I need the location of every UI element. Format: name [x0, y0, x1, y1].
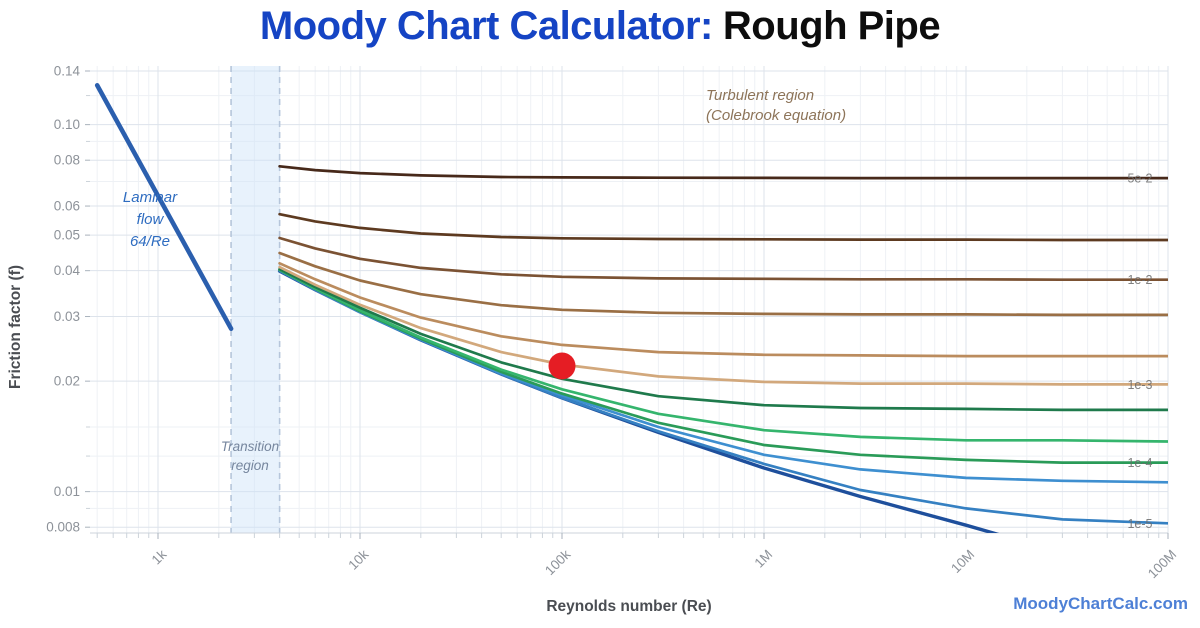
laminar-label-line3: 64/Re [129, 233, 171, 250]
curve-label-rel-roughness-1e-4: 1e-4 [1127, 456, 1152, 470]
x-tick-label-group: 100k [542, 547, 573, 578]
y-tick-label: 0.02 [54, 374, 80, 389]
x-tick-label: 10M [948, 547, 977, 576]
y-axis-title: Friction factor (f) [7, 265, 24, 389]
curve-rel-roughness-5e-2 [278, 164, 1168, 180]
turbulent-label-line1: Turbulent region [706, 87, 815, 104]
x-axis-title: Reynolds number (Re) [546, 598, 712, 615]
laminar-label-line1: Laminar [122, 189, 178, 206]
laminar-region-label: Laminar flow 64/Re [104, 187, 196, 253]
operating-point-marker [548, 352, 576, 380]
x-tick-label: 1k [149, 547, 170, 568]
curve-rel-roughness-2e-4 [278, 268, 1168, 443]
y-tick-label: 0.01 [54, 484, 80, 499]
curve-label-rel-roughness-1e-2: 1e-2 [1127, 273, 1152, 287]
page-title-prefix: Moody Chart Calculator: [259, 4, 713, 48]
x-tick-label-group: 1M [751, 547, 775, 571]
x-tick-label-group: 1k [149, 547, 170, 568]
axis-ticks [85, 70, 1169, 539]
y-tick-label: 0.05 [54, 228, 80, 243]
y-tick-label: 0.04 [54, 263, 81, 278]
x-tick-label: 100M [1145, 547, 1179, 581]
laminar-label-line2: flow [136, 211, 164, 228]
turbulent-label-line2: (Colebrook equation) [706, 107, 847, 124]
transition-region-label: Transition region [204, 437, 296, 475]
curve-rel-roughness-1e-3 [278, 265, 1168, 386]
y-tick-label: 0.008 [46, 520, 80, 535]
curves [277, 164, 1168, 533]
curve-rel-roughness-1e-5 [278, 269, 1168, 525]
curve-laminar-64-over-Re [94, 83, 234, 331]
curve-rel-roughness-2e-2 [278, 212, 1168, 242]
x-tick-label: 1M [751, 547, 775, 571]
x-tick-label-group: 100M [1145, 547, 1179, 581]
y-tick-label: 0.03 [54, 309, 80, 324]
page-title-suffix: Rough Pipe [722, 4, 941, 48]
y-tick-label: 0.14 [54, 64, 81, 79]
curve-label-rel-roughness-5e-2: 5e-2 [1127, 172, 1152, 186]
y-tick-label: 0.08 [54, 153, 80, 168]
curve-rel-roughness-5e-3 [278, 251, 1168, 317]
y-tick-label: 0.10 [54, 117, 80, 132]
y-tick-label: 0.06 [54, 199, 80, 214]
curve-rel-roughness-2e-3 [278, 261, 1168, 358]
x-tick-label-group: 10k [345, 547, 371, 573]
curve-rel-roughness-5e-4 [278, 267, 1168, 412]
curve-label-rel-roughness-1e-3: 1e-3 [1127, 378, 1152, 392]
watermark-link[interactable]: MoodyChartCalc.com [1013, 594, 1188, 613]
turbulent-region-label: Turbulent region (Colebrook equation) [706, 86, 846, 126]
x-tick-label: 10k [345, 547, 371, 573]
transition-label-line2: region [231, 458, 269, 473]
page-title: Moody Chart Calculator: Rough Pipe [0, 4, 1200, 49]
curve-rel-roughness-1e-4 [278, 268, 1168, 464]
transition-band [231, 66, 280, 533]
curve-label-rel-roughness-1e-5: 1e-5 [1127, 517, 1152, 531]
x-tick-label-group: 10M [948, 547, 977, 576]
x-tick-label: 100k [542, 547, 573, 578]
curve-rel-roughness-1e-2 [278, 236, 1168, 282]
transition-label-line1: Transition [220, 439, 280, 454]
